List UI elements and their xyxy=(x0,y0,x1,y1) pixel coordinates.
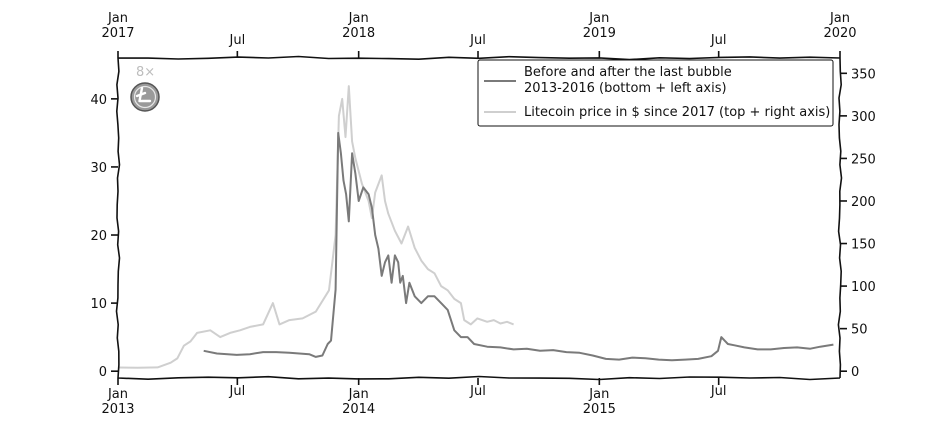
litecoin-logo-icon xyxy=(130,82,160,112)
ticks-layer: Jan 2013 Jul Jan 2014 Jul Jan 2015 Jul Jan 2017 Jul… xyxy=(90,11,875,417)
top-tick-label-6: Jan 2020 xyxy=(823,11,856,41)
right-tick-label-1: 50 xyxy=(851,323,868,338)
left-tick-label-4: 40 xyxy=(90,93,107,108)
annotation: 8× xyxy=(130,65,160,112)
left-tick-label-0: 0 xyxy=(99,365,107,380)
bottom-tick-label-5: Jul xyxy=(710,384,727,399)
series-line-litecoin-2017 xyxy=(117,85,514,369)
bottom-tick-label-1: Jul xyxy=(229,384,246,399)
bottom-tick-label-2: Jan 2014 xyxy=(342,387,375,417)
top-tick-label-1: Jul xyxy=(229,33,246,48)
top-tick-label-0: Jan 2017 xyxy=(101,11,134,41)
bottom-tick-label-0: Jan 2013 xyxy=(101,387,134,417)
legend-label-litecoin-2017: Litecoin price in $ since 2017 (top + ri… xyxy=(524,105,830,120)
right-tick-label-5: 250 xyxy=(851,152,876,167)
right-tick-label-7: 350 xyxy=(851,67,876,82)
right-tick-label-3: 150 xyxy=(851,238,876,253)
multiplier-label: 8× xyxy=(136,65,155,80)
left-tick-label-3: 30 xyxy=(90,161,107,176)
plot-frame xyxy=(115,55,843,381)
series-line-before-after xyxy=(203,131,834,362)
top-tick-label-5: Jul xyxy=(710,33,727,48)
left-tick-label-1: 10 xyxy=(90,297,107,312)
right-tick-label-0: 0 xyxy=(851,365,859,380)
top-tick-label-4: Jan 2019 xyxy=(583,11,616,41)
top-tick-label-2: Jan 2018 xyxy=(342,11,375,41)
bottom-tick-label-3: Jul xyxy=(469,384,486,399)
legend: Before and after the last bubble 2013-201… xyxy=(477,59,834,127)
legend-box xyxy=(477,59,834,127)
right-tick-label-6: 300 xyxy=(851,110,876,125)
legend-label-before-after: Before and after the last bubble 2013-201… xyxy=(524,65,732,96)
top-tick-label-3: Jul xyxy=(469,33,486,48)
series-layer xyxy=(117,85,834,369)
right-tick-label-4: 200 xyxy=(851,195,876,210)
right-tick-label-2: 100 xyxy=(851,280,876,295)
bottom-tick-label-4: Jan 2015 xyxy=(583,387,616,417)
left-tick-label-2: 20 xyxy=(90,229,107,244)
